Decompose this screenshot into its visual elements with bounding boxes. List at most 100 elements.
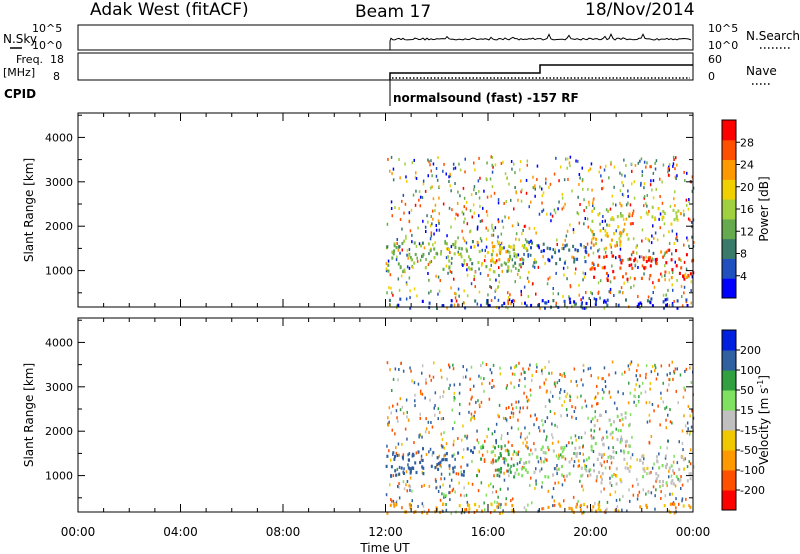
scatter-cell xyxy=(573,460,576,464)
echo-cell xyxy=(419,460,422,465)
scatter-cell xyxy=(617,429,620,433)
scatter-cell xyxy=(469,267,471,271)
echo-cell xyxy=(580,503,583,507)
scatter-cell xyxy=(439,279,441,282)
scatter-cell xyxy=(448,180,450,183)
scatter-cell xyxy=(519,160,522,164)
echo-cell xyxy=(481,262,483,266)
scatter-cell xyxy=(654,261,657,265)
scatter-cell xyxy=(395,258,398,262)
scatter-cell xyxy=(397,248,400,252)
scatter-cell xyxy=(587,367,590,371)
scatter-cell xyxy=(655,187,657,191)
scatter-cell xyxy=(601,187,603,191)
scatter-cell xyxy=(427,263,430,266)
echo-cell xyxy=(662,300,665,304)
scatter-cell xyxy=(451,408,453,412)
scatter-cell xyxy=(622,194,625,198)
scatter-cell xyxy=(508,182,510,186)
echo-cell xyxy=(596,457,599,461)
echo-cell xyxy=(526,470,529,474)
scatter-cell xyxy=(654,363,656,367)
scatter-cell xyxy=(473,414,475,418)
echo-cell xyxy=(595,298,598,302)
scatter-cell xyxy=(582,296,584,300)
scatter-cell xyxy=(463,205,465,209)
scatter-cell xyxy=(668,230,670,234)
scatter-cell xyxy=(437,156,439,160)
scatter-cell xyxy=(430,378,432,382)
echo-cell xyxy=(597,263,600,267)
scatter-cell xyxy=(689,218,691,222)
scatter-cell xyxy=(539,307,541,310)
scatter-cell xyxy=(421,392,424,396)
scatter-cell xyxy=(507,291,509,295)
scatter-cell xyxy=(641,170,644,174)
scatter-cell xyxy=(405,297,408,301)
scatter-cell xyxy=(442,202,445,206)
echo-cell xyxy=(470,267,473,271)
echo-cell xyxy=(612,254,615,258)
scatter-cell xyxy=(448,365,451,369)
scatter-cell xyxy=(681,429,684,433)
colorbar-swatch xyxy=(722,450,736,471)
echo-cell xyxy=(568,460,571,464)
echo-cell xyxy=(606,278,609,282)
scatter-cell xyxy=(506,432,509,435)
echo-cell xyxy=(442,458,444,462)
echo-cell xyxy=(642,454,645,458)
echo-cell xyxy=(583,306,586,310)
echo-cell xyxy=(564,244,567,248)
echo-cell xyxy=(579,508,582,512)
scatter-cell xyxy=(491,223,493,227)
scatter-cell xyxy=(415,171,417,175)
scatter-cell xyxy=(561,192,564,196)
echo-cell xyxy=(474,299,477,303)
scatter-cell xyxy=(411,240,413,244)
echo-cell xyxy=(574,302,577,306)
scatter-cell xyxy=(635,245,637,249)
echo-cell xyxy=(390,465,393,469)
scatter-cell xyxy=(607,274,609,278)
scatter-cell xyxy=(688,432,691,436)
scatter-cell xyxy=(594,501,596,505)
scatter-cell xyxy=(503,202,505,205)
scatter-cell xyxy=(445,442,448,446)
scatter-cell xyxy=(427,220,429,224)
scatter-cell xyxy=(422,179,425,183)
scatter-cell xyxy=(685,267,688,271)
scatter-cell xyxy=(552,287,554,290)
scatter-cell xyxy=(396,242,398,245)
scatter-cell xyxy=(530,253,532,257)
scatter-cell xyxy=(423,483,425,487)
scatter-cell xyxy=(558,396,561,400)
echo-cell xyxy=(432,451,435,455)
scatter-cell xyxy=(486,195,489,199)
scatter-cell xyxy=(425,378,427,382)
echo-cell xyxy=(682,274,684,278)
scatter-cell xyxy=(545,458,547,462)
scatter-cell xyxy=(659,195,661,198)
scatter-cell xyxy=(491,461,494,465)
scatter-cell xyxy=(458,294,460,298)
scatter-cell xyxy=(470,193,473,197)
scatter-cell xyxy=(597,281,600,285)
scatter-cell xyxy=(464,157,466,161)
scatter-cell xyxy=(485,210,488,214)
scatter-cell xyxy=(562,205,565,209)
scatter-cell xyxy=(653,236,655,240)
scatter-cell xyxy=(476,429,478,433)
echo-cell xyxy=(628,469,631,473)
scatter-cell xyxy=(673,158,675,161)
scatter-cell xyxy=(429,186,432,190)
scatter-cell xyxy=(554,384,557,388)
scatter-cell xyxy=(466,263,468,267)
scatter-cell xyxy=(673,370,675,374)
scatter-cell xyxy=(454,465,456,469)
scatter-cell xyxy=(432,243,434,247)
scatter-cell xyxy=(463,494,466,498)
scatter-cell xyxy=(491,241,493,245)
echo-cell xyxy=(620,413,623,417)
scatter-cell xyxy=(488,484,490,488)
scatter-cell xyxy=(490,194,492,198)
